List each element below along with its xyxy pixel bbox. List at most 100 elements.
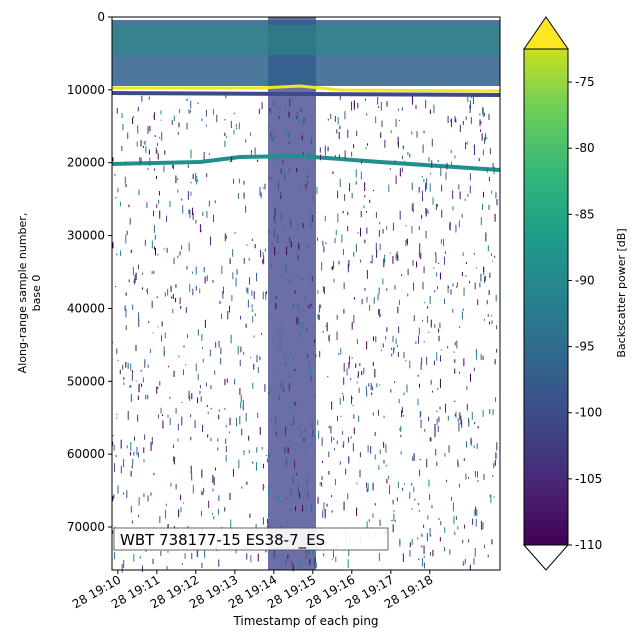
texture	[235, 548, 237, 554]
texture	[190, 436, 192, 441]
texture	[361, 159, 363, 165]
texture	[278, 495, 280, 502]
texture	[166, 566, 168, 570]
texture	[432, 197, 434, 205]
texture	[397, 136, 399, 146]
texture	[353, 144, 355, 148]
texture	[368, 383, 370, 387]
texture	[310, 375, 312, 382]
texture	[434, 324, 436, 328]
texture	[417, 375, 419, 377]
texture	[399, 168, 401, 177]
texture	[355, 181, 357, 185]
texture	[318, 430, 320, 439]
texture	[147, 167, 149, 171]
texture	[491, 320, 493, 324]
texture	[239, 359, 241, 366]
texture	[434, 423, 436, 432]
texture	[437, 387, 439, 390]
texture	[181, 402, 183, 404]
texture	[217, 447, 219, 451]
texture	[429, 109, 431, 115]
texture	[233, 112, 235, 115]
texture	[450, 289, 452, 295]
texture	[426, 315, 428, 324]
texture	[398, 299, 400, 306]
texture	[428, 157, 430, 162]
texture	[128, 279, 130, 283]
texture	[377, 294, 379, 301]
texture	[438, 335, 440, 342]
texture	[366, 521, 368, 530]
texture	[224, 507, 226, 512]
texture	[169, 418, 171, 426]
texture	[296, 168, 298, 173]
texture	[285, 130, 287, 136]
texture	[378, 552, 380, 561]
texture	[439, 378, 441, 388]
texture	[165, 503, 167, 507]
texture	[186, 266, 188, 270]
texture	[476, 509, 478, 517]
texture	[128, 204, 130, 208]
texture	[190, 191, 192, 196]
texture	[444, 298, 446, 305]
texture	[298, 118, 300, 123]
texture	[187, 164, 189, 168]
texture	[355, 169, 357, 178]
texture	[171, 162, 173, 169]
texture	[356, 381, 358, 384]
texture	[492, 260, 494, 262]
texture	[157, 254, 159, 256]
texture	[271, 243, 273, 245]
texture	[391, 519, 393, 522]
texture	[429, 183, 431, 192]
texture	[466, 142, 468, 145]
texture	[267, 513, 269, 515]
texture	[468, 476, 470, 479]
texture	[217, 509, 219, 512]
texture	[495, 452, 497, 460]
texture	[179, 251, 181, 256]
texture	[153, 270, 155, 275]
texture	[405, 360, 407, 362]
texture	[374, 368, 376, 378]
texture	[246, 244, 248, 246]
texture	[243, 257, 245, 264]
texture	[488, 290, 490, 296]
texture	[347, 211, 349, 216]
texture	[155, 147, 157, 154]
texture	[113, 444, 115, 451]
texture	[419, 458, 421, 461]
texture	[285, 458, 287, 467]
texture	[396, 497, 398, 502]
texture	[423, 562, 425, 569]
texture	[459, 325, 461, 328]
texture	[297, 303, 299, 312]
texture	[306, 180, 308, 185]
texture	[316, 186, 318, 195]
texture	[195, 172, 197, 182]
texture	[249, 277, 251, 285]
texture	[117, 187, 119, 193]
texture	[125, 292, 127, 296]
texture	[345, 468, 347, 475]
texture	[392, 335, 394, 342]
texture	[338, 260, 340, 265]
texture	[480, 129, 482, 132]
texture	[257, 159, 259, 163]
texture	[454, 400, 456, 403]
texture	[279, 385, 281, 387]
texture	[357, 102, 359, 109]
texture	[318, 314, 320, 321]
texture	[372, 361, 374, 367]
texture	[153, 115, 155, 118]
texture	[137, 395, 139, 401]
texture	[424, 428, 426, 432]
texture	[214, 200, 216, 204]
texture	[123, 382, 125, 385]
texture	[275, 415, 277, 425]
texture	[265, 292, 267, 300]
texture	[122, 124, 124, 131]
